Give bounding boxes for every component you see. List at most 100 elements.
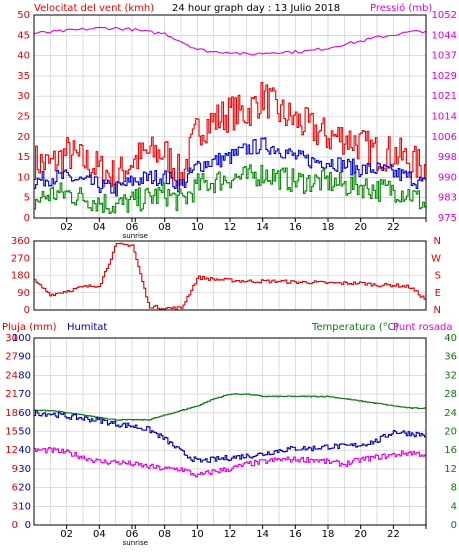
x-tick-label: 16	[289, 529, 302, 540]
wind-y-tick: 5	[24, 193, 30, 204]
humidity-y-tick: 70	[18, 389, 31, 400]
x-tick-label: 02	[60, 529, 73, 540]
series-dewpoint	[34, 446, 427, 478]
direction-y-tick: 0	[24, 305, 30, 316]
x-tick-label: 12	[224, 529, 237, 540]
rain-y-tick: 6	[12, 483, 18, 494]
wind-y-tick: 10	[17, 172, 30, 183]
compass-y-tick: N	[434, 305, 441, 316]
rain-y-tick: 18	[5, 408, 18, 419]
x-tick-label: 16	[289, 222, 302, 233]
pressure-y-tick: 1006	[432, 132, 457, 143]
x-tick-label: 10	[191, 222, 204, 233]
x-tick-label: 06	[126, 529, 139, 540]
temperature-y-tick: 24	[444, 408, 457, 419]
x-tick-label: 20	[354, 222, 367, 233]
rain-y-tick: 0	[12, 520, 18, 531]
wind-y-tick: 20	[17, 132, 30, 143]
pressure-y-tick: 975	[438, 213, 457, 224]
wind-y-tick: 40	[17, 51, 30, 62]
series-pressure	[33, 26, 427, 56]
chart-title: 24 hour graph day : 13 Julio 2018	[172, 3, 340, 14]
rain-y-tick: 24	[5, 370, 18, 381]
x-tick-label: 08	[158, 222, 171, 233]
humidity-y-tick: 0	[25, 520, 31, 531]
rain-y-tick: 15	[5, 427, 18, 438]
humidity-y-tick: 20	[18, 483, 31, 494]
x-tick-label: 22	[387, 529, 400, 540]
series-humidity	[34, 410, 427, 463]
temperature-y-tick: 12	[444, 464, 457, 475]
humidity-y-tick: 100	[12, 333, 31, 344]
wind-y-tick: 30	[17, 91, 30, 102]
humidity-y-tick: 50	[18, 427, 31, 438]
x-tick-label: 20	[354, 529, 367, 540]
wind-y-tick: 50	[17, 10, 30, 21]
direction-panel-frame	[33, 240, 427, 311]
pressure-y-tick: 1029	[432, 71, 457, 82]
wind-y-tick: 0	[24, 213, 30, 224]
wind-y-tick: 15	[17, 152, 30, 163]
pressure-axis-title: Pressió (mb)	[370, 2, 432, 14]
series-wind	[34, 137, 427, 197]
wind-y-tick: 25	[17, 112, 30, 123]
rain-y-tick: 9	[12, 464, 18, 475]
temperature-y-tick: 8	[451, 483, 457, 494]
x-tick-label: 12	[224, 222, 237, 233]
pressure-y-tick: 1052	[432, 10, 457, 21]
humidity-y-tick: 80	[18, 370, 31, 381]
sunrise-label: sunrise	[123, 539, 148, 547]
pressure-y-tick: 1014	[432, 112, 457, 123]
x-tick-label: 14	[256, 222, 269, 233]
compass-y-tick: W	[431, 253, 441, 264]
humidity-y-tick: 10	[18, 501, 31, 512]
x-tick-label: 06	[126, 222, 139, 233]
temperature-y-tick: 20	[444, 427, 457, 438]
humidity-y-tick: 60	[18, 408, 31, 419]
pressure-y-tick: 990	[438, 172, 457, 183]
x-tick-label: 10	[191, 529, 204, 540]
wind-y-tick: 45	[17, 30, 30, 41]
compass-y-tick: S	[435, 271, 441, 282]
wind-axis-title: Velocitat del vent (kmh)	[34, 3, 154, 14]
pressure-y-tick: 998	[438, 152, 457, 163]
temperature-y-tick: 4	[451, 501, 457, 512]
direction-y-tick: 360	[11, 236, 30, 247]
pressure-y-tick: 1037	[432, 51, 457, 62]
pressure-y-tick: 983	[438, 193, 457, 204]
x-tick-label: 02	[60, 222, 73, 233]
wind-y-tick: 35	[17, 71, 30, 82]
temperature-y-tick: 40	[444, 333, 457, 344]
sunrise-label: sunrise	[123, 232, 148, 240]
compass-y-tick: N	[434, 236, 441, 247]
temperature-axis-title: Temperatura (°C)	[311, 322, 399, 333]
direction-y-tick: 90	[17, 288, 30, 299]
x-tick-label: 18	[322, 222, 335, 233]
x-tick-label: 18	[322, 529, 335, 540]
series-direction	[34, 242, 427, 311]
x-tick-label: 04	[93, 222, 106, 233]
temperature-y-tick: 16	[444, 445, 457, 456]
compass-y-tick: E	[435, 288, 441, 299]
humidity-y-tick: 90	[18, 352, 31, 363]
rain-y-tick: 30	[5, 333, 18, 344]
direction-y-tick: 180	[11, 271, 30, 282]
rain-y-tick: 12	[5, 445, 18, 456]
x-tick-label: 14	[256, 529, 269, 540]
x-tick-label: 04	[93, 529, 106, 540]
temperature-y-tick: 32	[444, 370, 457, 381]
temperature-y-tick: 36	[444, 352, 457, 363]
x-tick-label: 08	[158, 529, 171, 540]
pressure-y-tick: 1021	[432, 91, 457, 102]
rain-axis-title: Pluja (mm)	[2, 322, 57, 333]
humidity-axis-title: Humitat	[67, 322, 107, 333]
series-wind_avg	[34, 164, 427, 214]
temperature-y-tick: 28	[444, 389, 457, 400]
series-gust	[34, 81, 427, 194]
pressure-y-tick: 1044	[432, 30, 457, 41]
rain-y-tick: 27	[5, 352, 18, 363]
humidity-y-tick: 40	[18, 445, 31, 456]
direction-y-tick: 270	[11, 253, 30, 264]
